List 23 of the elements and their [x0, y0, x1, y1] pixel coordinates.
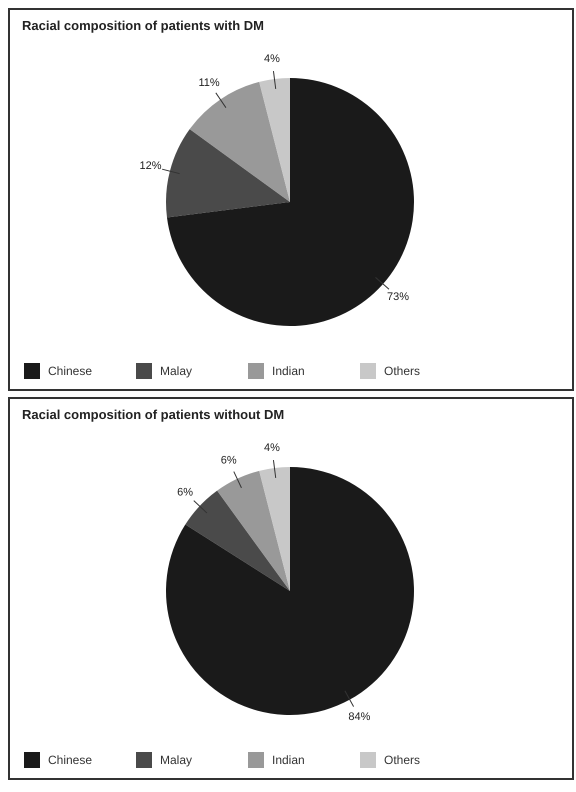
legend-label: Chinese [48, 364, 92, 378]
pie-slice [166, 78, 414, 326]
data-label: 6% [220, 454, 237, 467]
legend-label: Malay [160, 364, 192, 378]
data-label: 6% [177, 486, 194, 498]
data-label: 4% [264, 53, 280, 66]
legend-label: Malay [160, 753, 192, 767]
legend-label: Indian [272, 364, 305, 378]
legend-label: Chinese [48, 753, 92, 767]
chart-title: Racial composition of patients with DM [22, 18, 264, 33]
legend-label: Indian [272, 753, 305, 767]
legend-label: Others [384, 364, 420, 378]
data-label: 4% [264, 442, 280, 454]
pie-slice [217, 470, 290, 591]
data-label: 73% [387, 291, 410, 304]
pie-slice [259, 467, 290, 591]
data-label: 12% [140, 160, 162, 172]
legend-label: Others [384, 753, 420, 767]
chart-title: Racial composition of patients without DM [22, 407, 284, 422]
data-label: 84% [348, 711, 371, 724]
pie-slice [259, 78, 290, 202]
pie-slice [166, 129, 290, 218]
data-label: 11% [198, 76, 220, 89]
